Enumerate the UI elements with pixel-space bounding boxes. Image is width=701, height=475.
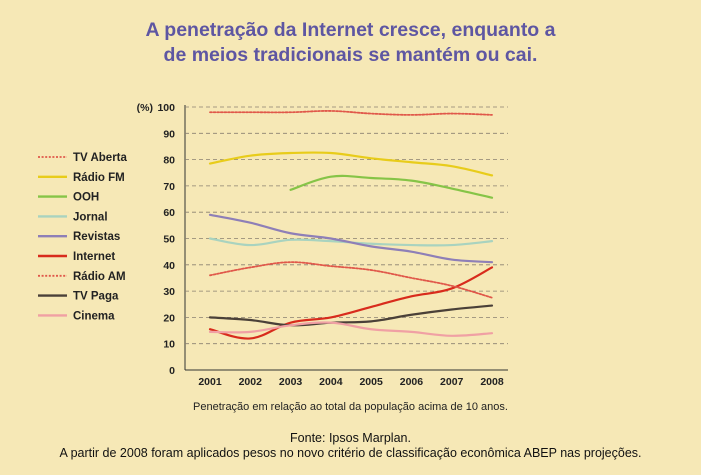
series-line-internet	[208, 266, 494, 340]
legend-label-revistas: Revistas	[73, 231, 120, 243]
y-tick-label: 90	[163, 128, 175, 140]
series-line-ooh	[289, 174, 494, 199]
y-tick-label: 10	[163, 339, 175, 351]
legend-label-radio-fm: Rádio FM	[73, 172, 125, 184]
legend-label-cinema: Cinema	[73, 310, 115, 322]
y-tick-label: 0	[169, 365, 175, 377]
y-axis-label: (%)	[137, 102, 153, 114]
legend-label-tv-paga: TV Paga	[73, 291, 119, 303]
y-tick-label: 40	[163, 260, 175, 272]
source-line-1: Fonte: Ipsos Marplan.	[290, 431, 411, 445]
x-tick-label: 2008	[480, 376, 504, 388]
y-tick-label: 70	[163, 181, 175, 193]
y-tick-label: 80	[163, 155, 175, 167]
chart-title-line-2: de meios tradicionais se mantém ou cai.	[163, 44, 538, 66]
x-tick-label: 2003	[279, 376, 303, 388]
series-line-radio-fm	[208, 151, 494, 177]
chart-title-line-1: A penetração da Internet cresce, enquant…	[145, 19, 556, 41]
y-tick-label: 30	[163, 286, 175, 298]
y-tick-label: 20	[163, 312, 175, 324]
chart-title: A penetração da Internet cresce, enquant…	[0, 18, 701, 68]
source-note: Fonte: Ipsos Marplan. A partir de 2008 f…	[0, 431, 701, 461]
y-tick-label: 60	[163, 207, 175, 219]
x-tick-label: 2005	[359, 376, 383, 388]
x-tick-label: 2001	[198, 376, 222, 388]
series-line-cinema	[208, 321, 494, 337]
y-tick-label: 50	[163, 234, 175, 246]
legend-label-internet: Internet	[73, 251, 115, 263]
legend-label-ooh: OOH	[73, 192, 99, 204]
x-tick-label: 2002	[239, 376, 263, 388]
x-tick-label: 2007	[440, 376, 464, 388]
legend-label-tv-aberta: TV Aberta	[73, 152, 127, 164]
series-line-revistas	[208, 213, 494, 264]
series-line-tv-aberta	[209, 110, 493, 116]
y-tick-label: 100	[157, 102, 175, 114]
series-line-radio-am	[209, 261, 493, 299]
source-line-2: A partir de 2008 foram aplicados pesos n…	[59, 446, 642, 460]
series-line-tv-paga	[208, 304, 494, 327]
x-tick-label: 2004	[319, 376, 343, 388]
legend-label-jornal: Jornal	[73, 211, 108, 223]
legend-label-radio-am: Rádio AM	[73, 271, 126, 283]
x-tick-label: 2006	[400, 376, 424, 388]
chart-caption: Penetração em relação ao total da popula…	[193, 401, 508, 413]
